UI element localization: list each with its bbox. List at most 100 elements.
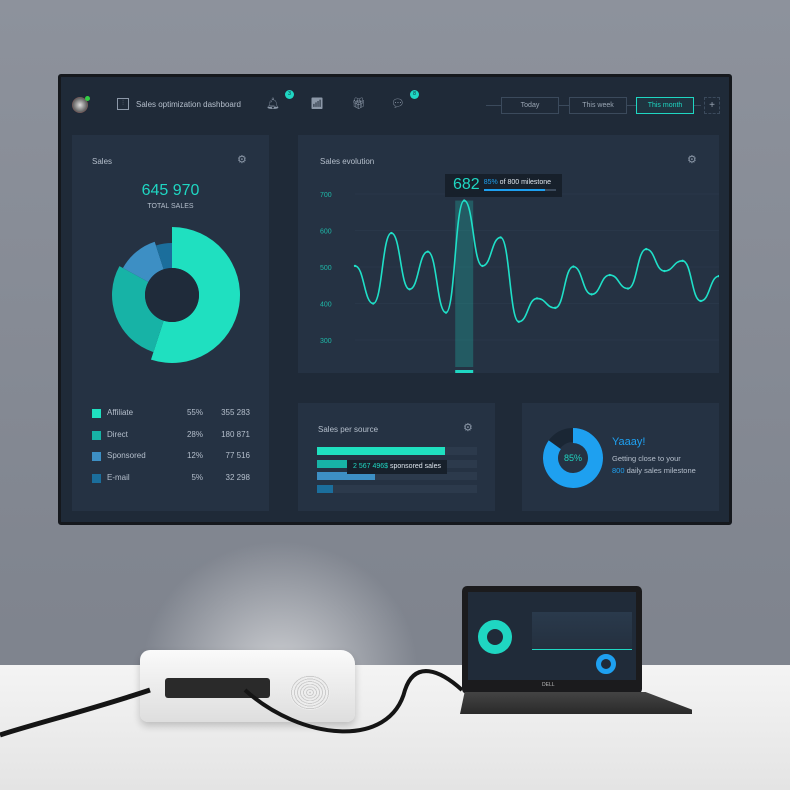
gift-icon[interactable]: 🎁︎ (352, 98, 366, 110)
sales-line-chart: 700 600 500 400 300 (320, 192, 719, 373)
per-source-tooltip: 2 567 496$ sponsored sales (347, 460, 447, 474)
legend-pct: 55% (186, 408, 203, 417)
tooltip-line: 85% of 800 milestone (484, 178, 556, 187)
evolution-title: Sales evolution (320, 157, 375, 166)
table-surface (0, 665, 790, 790)
tooltip-text: of 800 milestone (499, 179, 552, 186)
per-source-tooltip-text: sponsored sales (390, 463, 441, 470)
legend-value: 77 516 (225, 451, 250, 460)
data-point[interactable] (463, 199, 466, 202)
range-today-button[interactable]: Today (501, 97, 559, 114)
sales-panel: Sales ⚙ 645 970 TOTAL SALES Affiliate 55%… (72, 135, 269, 511)
dashboard-icon: ⫶ (117, 98, 129, 110)
online-status-dot (85, 96, 90, 101)
per-source-title: Sales per source (318, 425, 379, 434)
range-month-button[interactable]: This month (636, 97, 694, 114)
sales-donut-chart (112, 227, 241, 363)
data-point[interactable] (663, 269, 666, 273)
donut-slice-affiliate[interactable] (150, 227, 241, 363)
page-title: Sales optimization dashboard (136, 100, 241, 109)
sales-evolution-panel: Sales evolution ⚙ 700 600 500 400 300 682 85… (298, 135, 719, 373)
legend-swatch (92, 409, 101, 418)
data-point[interactable] (572, 265, 575, 268)
donut-slice-e-mail[interactable] (155, 243, 172, 270)
data-point[interactable] (535, 297, 539, 300)
milestone-number: 800 (612, 466, 625, 475)
y-tick-label: 300 (320, 338, 332, 345)
chat-badge: 8 (410, 90, 419, 99)
data-point[interactable] (645, 247, 648, 251)
y-tick-label: 600 (320, 229, 332, 236)
per-source-tooltip-value: 2 567 496$ (353, 463, 389, 470)
gear-icon[interactable]: ⚙ (687, 154, 697, 166)
projector-ports (165, 678, 270, 698)
bar-chart-icon[interactable]: 📶︎ (310, 98, 324, 110)
legend-pct: 12% (186, 451, 203, 460)
chart-tooltip: 682 85% of 800 milestone (445, 174, 562, 197)
data-point[interactable] (626, 287, 630, 290)
laptop-lid: DELL (462, 586, 642, 694)
total-sales-value: 645 970 (141, 182, 200, 199)
avatar[interactable] (72, 97, 88, 113)
source-bar[interactable] (317, 472, 375, 480)
data-point[interactable] (481, 264, 484, 268)
milestone-headline: Yaaay! (612, 436, 646, 448)
source-bar-track (317, 472, 477, 480)
data-point[interactable] (426, 250, 429, 253)
legend-pct: 5% (191, 472, 203, 482)
data-point[interactable] (499, 236, 502, 239)
data-point[interactable] (554, 306, 557, 310)
data-point[interactable] (608, 273, 611, 277)
projection-screen: ⫶ Sales optimization dashboard 🔔︎ 3 📶︎ 🎁… (58, 74, 732, 525)
milestone-panel: 85% Yaaay! Getting close to your 800 dai… (522, 403, 719, 511)
data-point[interactable] (353, 264, 357, 268)
y-tick-label: 400 (320, 302, 332, 309)
legend-name: Affiliate (107, 408, 134, 417)
gear-icon[interactable]: ⚙ (237, 154, 247, 166)
data-point[interactable] (517, 320, 520, 323)
header-bar: ⫶ Sales optimization dashboard 🔔︎ 3 📶︎ 🎁… (61, 77, 729, 132)
sales-title: Sales (92, 157, 113, 166)
range-week-button[interactable]: This week (569, 97, 627, 114)
data-point[interactable] (717, 274, 719, 278)
data-point[interactable] (699, 299, 702, 303)
legend-row: Affiliate 55% 355 283 (92, 408, 252, 420)
add-button[interactable]: + (704, 97, 720, 114)
mini-donut (478, 620, 512, 654)
legend-value: 180 871 (221, 429, 250, 439)
tooltip-value: 682 (453, 176, 480, 193)
legend-swatch (92, 452, 101, 461)
notification-badge: 3 (285, 90, 294, 99)
donut-hole (145, 268, 199, 322)
donut-slice-sponsored[interactable] (122, 241, 164, 282)
total-sales-label: TOTAL SALES (147, 203, 194, 210)
source-bar[interactable] (317, 484, 333, 493)
milestone-line2: 800 daily sales milestone (612, 466, 696, 475)
laptop: DELL (460, 586, 692, 722)
chat-icon[interactable]: 💬︎ (391, 98, 405, 110)
tooltip-detail: 85% of 800 milestone (483, 174, 556, 191)
highlight-column (455, 200, 474, 367)
legend-pct: 28% (186, 429, 203, 439)
data-point[interactable] (681, 259, 684, 262)
projector-light-beam (130, 530, 430, 670)
mini-line-chart (532, 612, 632, 650)
legend-row: Sponsored 12% 77 516 (92, 451, 252, 463)
data-point[interactable] (372, 302, 375, 305)
bell-icon[interactable]: 🔔︎ (266, 98, 280, 110)
data-point[interactable] (590, 293, 593, 296)
milestone-donut (543, 428, 603, 488)
milestone-fill (543, 428, 603, 488)
legend-swatch (92, 473, 101, 483)
data-point[interactable] (408, 288, 411, 291)
donut-slice-direct[interactable] (112, 266, 164, 353)
gear-icon[interactable]: ⚙ (463, 422, 473, 434)
source-bar[interactable] (317, 447, 445, 455)
milestone-line1: Getting close to your (612, 454, 681, 463)
highlight-marker[interactable] (455, 370, 474, 373)
milestone-progress-track (483, 189, 556, 191)
data-point[interactable] (444, 311, 448, 314)
source-bar-track (317, 447, 477, 455)
data-point[interactable] (390, 231, 393, 235)
